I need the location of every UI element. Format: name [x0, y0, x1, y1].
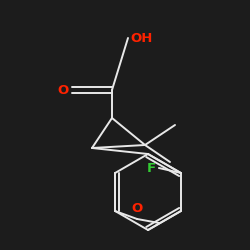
Text: O: O	[132, 202, 143, 215]
Text: OH: OH	[130, 32, 152, 44]
Text: O: O	[58, 84, 69, 96]
Text: F: F	[147, 162, 156, 174]
